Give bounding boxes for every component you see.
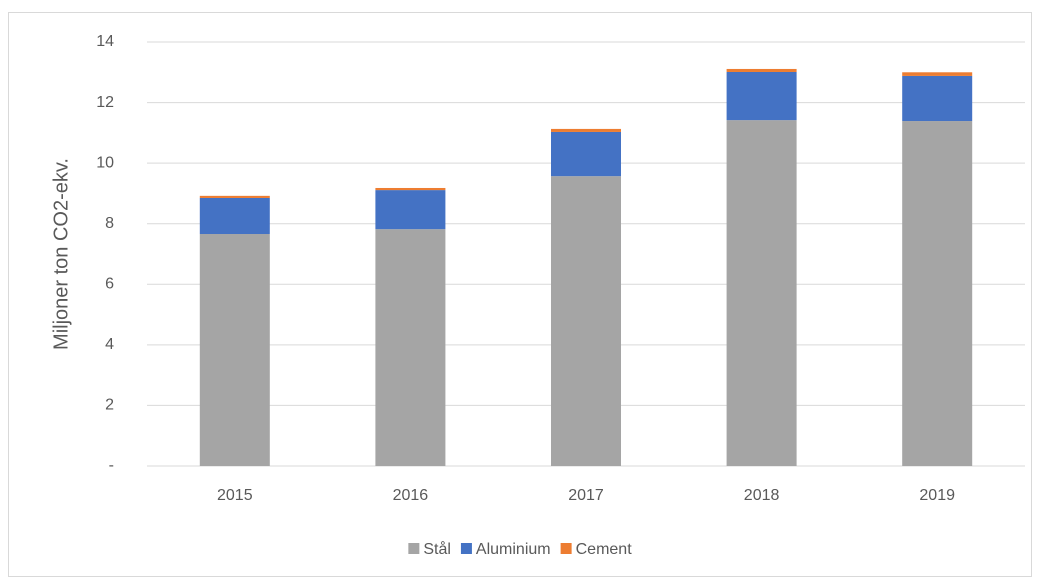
- x-tick-label: 2017: [568, 487, 604, 504]
- bar-segment: [902, 121, 973, 466]
- legend-label: Cement: [576, 541, 633, 558]
- x-tick-label: 2015: [217, 487, 253, 504]
- y-axis-label: Miljoner ton CO2-ekv.: [50, 158, 72, 350]
- chart-frame: [8, 12, 1032, 577]
- y-tick-label: 12: [96, 94, 114, 111]
- bar-segment: [726, 71, 797, 121]
- y-tick-label: 6: [105, 276, 114, 293]
- legend-label: Aluminium: [476, 541, 551, 558]
- bar-segment: [199, 197, 270, 235]
- bar-segment: [726, 68, 797, 72]
- x-tick-label: 2018: [744, 487, 780, 504]
- y-tick-label: 14: [96, 33, 114, 50]
- bar-segment: [726, 120, 797, 466]
- legend-swatch: [560, 543, 572, 554]
- bar-segment: [902, 72, 973, 76]
- x-tick-label: 2016: [393, 487, 429, 504]
- bar-segment: [551, 176, 621, 466]
- bar-segment: [199, 234, 270, 466]
- legend-label: Stål: [423, 540, 451, 558]
- y-tick-label: 8: [105, 215, 114, 232]
- bar-segment: [199, 195, 270, 198]
- bar-segment: [551, 131, 621, 177]
- x-tick-label: 2019: [919, 487, 955, 504]
- bar-segment: [902, 75, 973, 122]
- bar-segment: [551, 128, 621, 132]
- y-tick-label: -: [109, 457, 114, 474]
- legend-swatch: [460, 543, 472, 554]
- y-tick-label: 10: [96, 154, 114, 171]
- y-tick-label: 2: [105, 397, 114, 414]
- y-tick-label: 4: [105, 336, 114, 353]
- bar-segment: [375, 229, 446, 466]
- bar-segment: [375, 190, 446, 230]
- bar-segment: [375, 187, 446, 191]
- legend-swatch: [408, 543, 420, 554]
